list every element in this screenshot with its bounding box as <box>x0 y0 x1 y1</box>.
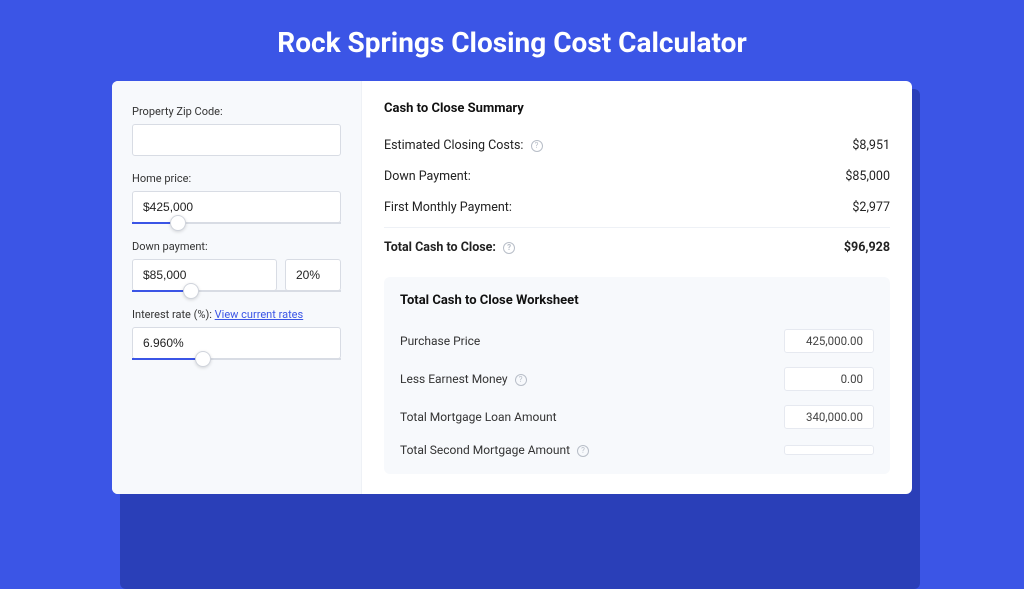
down-payment-pct-input[interactable] <box>285 259 341 291</box>
page-title: Rock Springs Closing Cost Calculator <box>0 0 1024 81</box>
info-icon[interactable]: ? <box>531 140 543 152</box>
calculator-card-container: Property Zip Code: Home price: Down paym… <box>112 81 912 494</box>
zip-label: Property Zip Code: <box>132 105 341 118</box>
worksheet-row-mortgage-loan: Total Mortgage Loan Amount 340,000.00 <box>400 398 874 436</box>
summary-row-total: Total Cash to Close: ? $96,928 <box>384 227 890 263</box>
slider-thumb[interactable] <box>195 351 211 367</box>
slider-track <box>132 290 341 292</box>
summary-label: Down Payment: <box>384 169 471 184</box>
ws-label-text: Total Second Mortgage Amount <box>400 443 570 457</box>
slider-track <box>132 222 341 224</box>
calculator-card: Property Zip Code: Home price: Down paym… <box>112 81 912 494</box>
worksheet-title: Total Cash to Close Worksheet <box>400 293 874 308</box>
zip-row: Property Zip Code: <box>132 105 341 156</box>
down-payment-input[interactable] <box>132 259 277 291</box>
down-payment-label: Down payment: <box>132 240 341 253</box>
slider-track <box>132 358 341 360</box>
home-price-input[interactable] <box>132 191 341 223</box>
view-rates-link[interactable]: View current rates <box>215 308 304 321</box>
slider-thumb[interactable] <box>170 215 186 231</box>
interest-label-text: Interest rate (%): <box>132 308 215 321</box>
ws-label: Purchase Price <box>400 334 480 348</box>
summary-total-value: $96,928 <box>844 240 890 255</box>
info-icon[interactable]: ? <box>577 445 589 457</box>
home-price-label: Home price: <box>132 172 341 185</box>
worksheet-row-purchase-price: Purchase Price 425,000.00 <box>400 322 874 360</box>
ws-label: Total Mortgage Loan Amount <box>400 410 557 424</box>
ws-value: 425,000.00 <box>784 329 874 353</box>
worksheet-row-earnest-money: Less Earnest Money ? 0.00 <box>400 360 874 398</box>
slider-thumb[interactable] <box>183 283 199 299</box>
summary-value: $85,000 <box>845 169 890 184</box>
summary-title: Cash to Close Summary <box>384 101 890 116</box>
down-payment-row: Down payment: <box>132 240 341 292</box>
interest-rate-label: Interest rate (%): View current rates <box>132 308 341 321</box>
ws-label: Total Second Mortgage Amount ? <box>400 443 589 457</box>
summary-label: Estimated Closing Costs: ? <box>384 138 543 153</box>
summary-total-label-text: Total Cash to Close: <box>384 240 496 255</box>
ws-value: 340,000.00 <box>784 405 874 429</box>
summary-row-down-payment: Down Payment: $85,000 <box>384 161 890 192</box>
ws-value <box>784 445 874 455</box>
summary-row-first-monthly: First Monthly Payment: $2,977 <box>384 192 890 223</box>
results-panel: Cash to Close Summary Estimated Closing … <box>362 81 912 494</box>
summary-value: $2,977 <box>852 200 890 215</box>
interest-rate-slider[interactable] <box>132 358 341 360</box>
ws-label: Less Earnest Money ? <box>400 372 527 386</box>
summary-label-text: Estimated Closing Costs: <box>384 138 523 153</box>
zip-input[interactable] <box>132 124 341 156</box>
summary-label: First Monthly Payment: <box>384 200 512 215</box>
info-icon[interactable]: ? <box>503 242 515 254</box>
info-icon[interactable]: ? <box>515 374 527 386</box>
slider-fill <box>132 358 203 360</box>
ws-label-text: Less Earnest Money <box>400 372 508 386</box>
ws-value: 0.00 <box>784 367 874 391</box>
interest-rate-input[interactable] <box>132 327 341 359</box>
down-payment-slider[interactable] <box>132 290 341 292</box>
home-price-row: Home price: <box>132 172 341 224</box>
home-price-slider[interactable] <box>132 222 341 224</box>
inputs-panel: Property Zip Code: Home price: Down paym… <box>112 81 362 494</box>
summary-value: $8,951 <box>852 138 890 153</box>
interest-rate-row: Interest rate (%): View current rates <box>132 308 341 360</box>
worksheet-row-second-mortgage: Total Second Mortgage Amount ? <box>400 436 874 464</box>
worksheet-panel: Total Cash to Close Worksheet Purchase P… <box>384 277 890 474</box>
summary-total-label: Total Cash to Close: ? <box>384 240 515 255</box>
summary-row-closing-costs: Estimated Closing Costs: ? $8,951 <box>384 130 890 161</box>
